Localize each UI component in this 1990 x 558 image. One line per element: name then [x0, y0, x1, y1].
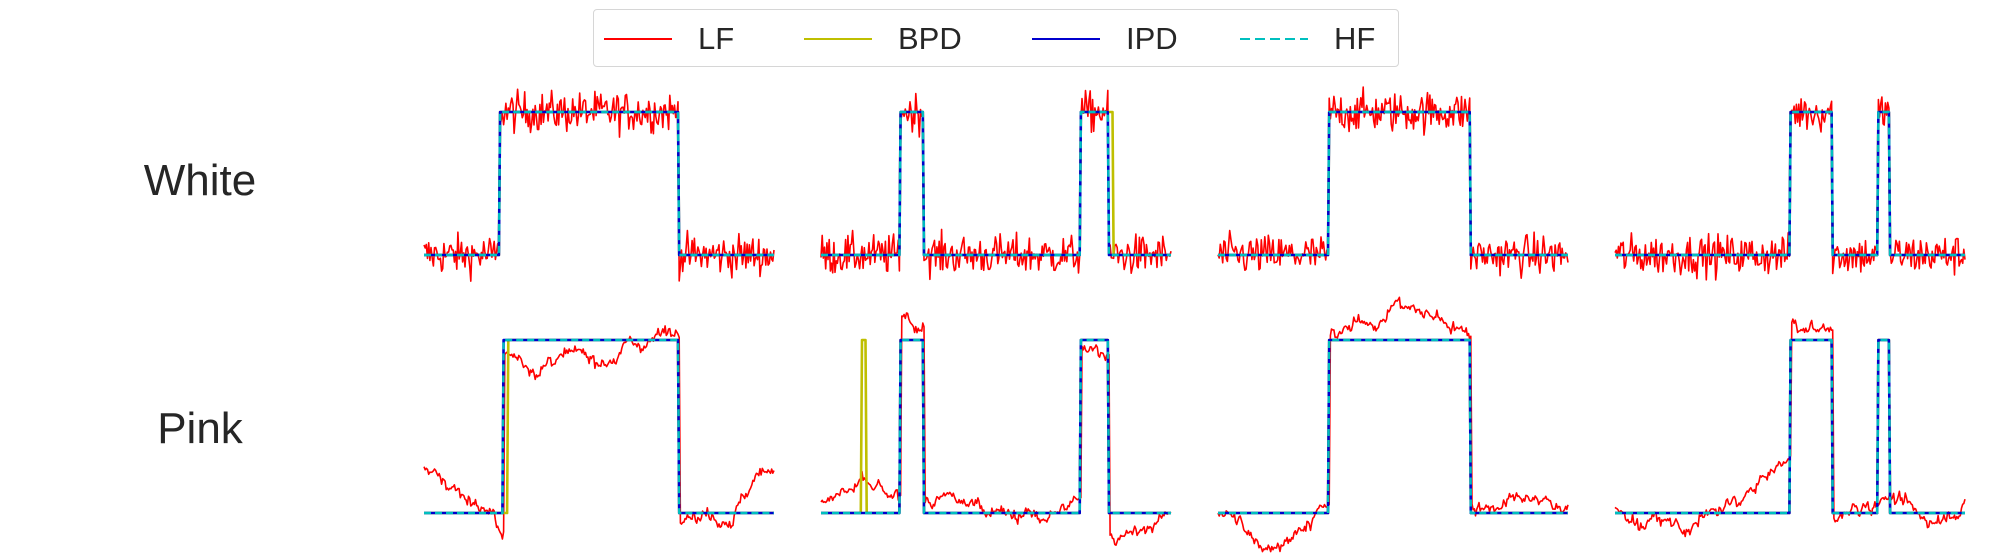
pink-panel-3-lf-line	[1217, 296, 1569, 553]
legend-label-lf: LF	[698, 21, 735, 56]
pink-panel-2-hf-line	[821, 338, 1171, 515]
legend-label-hf: HF	[1334, 21, 1376, 56]
white-panel-3-lf-line	[1217, 86, 1569, 279]
white-panel-2-bpd-line	[820, 110, 1172, 257]
pink-panel-2-lf-line	[820, 312, 1172, 546]
legend-swatch-lf	[604, 38, 672, 40]
white-panel-1-hf-line	[424, 110, 774, 257]
pink-panel-3-ipd-line	[1217, 338, 1569, 515]
legend-label-bpd: BPD	[898, 21, 962, 56]
pink-panel-1-hf-line	[424, 338, 774, 515]
white-panel-3-hf-line	[1218, 110, 1568, 257]
pink-panel-4-hf-line	[1615, 338, 1965, 515]
legend-label-ipd: IPD	[1126, 21, 1178, 56]
white-panel-1-bpd-line	[423, 110, 775, 257]
white-panel-3-ipd-line	[1217, 110, 1569, 257]
legend-swatch-bpd	[804, 38, 872, 40]
legend-entry-lf: LF	[604, 10, 734, 68]
white-panel-4-hf-line	[1615, 110, 1965, 257]
legend-swatch-hf	[1240, 38, 1308, 40]
chart-legend: LF BPD IPD HF	[593, 9, 1399, 67]
row-label-pink: Pink	[157, 404, 243, 453]
pink-panel-1-lf-line	[423, 325, 775, 540]
legend-entry-ipd: IPD	[1032, 10, 1178, 68]
white-panel-2-lf-line	[820, 89, 1172, 281]
pink-panel-3-hf-line	[1218, 338, 1568, 515]
white-panel-1-lf-line	[423, 88, 775, 282]
row-label-white: White	[143, 156, 257, 205]
pink-panel-2-bpd-line	[820, 338, 1172, 515]
white-panel-3-bpd-line	[1217, 110, 1569, 257]
legend-entry-hf: HF	[1240, 10, 1375, 68]
pink-panel-2-ipd-line	[820, 338, 1172, 515]
white-panel-1-ipd-line	[423, 110, 775, 257]
legend-swatch-ipd	[1032, 38, 1100, 40]
white-panel-2-ipd-line	[820, 110, 1172, 257]
legend-entry-bpd: BPD	[804, 10, 962, 68]
white-panel-2-hf-line	[821, 110, 1171, 257]
pink-panel-3-bpd-line	[1217, 338, 1569, 515]
